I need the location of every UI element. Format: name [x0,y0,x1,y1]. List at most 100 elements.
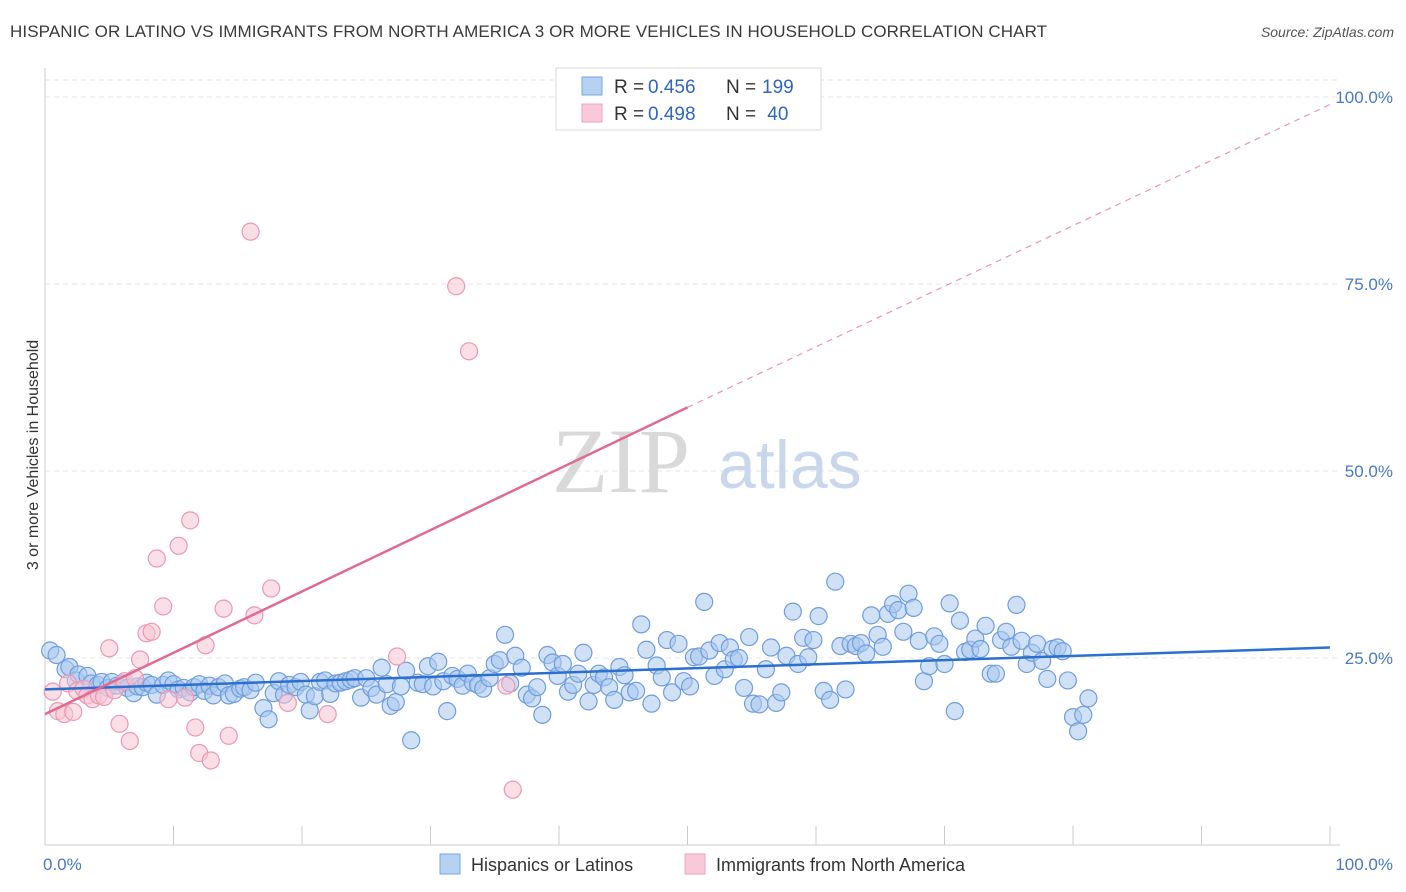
point-immigrants-37 [387,647,407,666]
x-tick-label-0: 0.0% [43,855,82,874]
bottom-legend-label-blue: Hispanics or Latinos [471,855,633,875]
point-hispanics-133 [734,678,754,698]
point-immigrants-26 [186,718,205,737]
point-immigrants-25 [181,511,200,530]
point-hispanics-115 [642,694,661,713]
point-hispanics-69 [402,731,421,750]
point-hispanics-174 [950,611,970,630]
point-hispanics-156 [857,644,876,663]
bottom-legend-swatch-blue [439,853,461,875]
point-hispanics-159 [873,637,892,656]
point-hispanics-140 [772,683,791,702]
y-tick-label-3: 100.0% [1335,88,1393,107]
legend-swatch-blue [581,76,603,96]
point-hispanics-199 [1079,689,1098,708]
point-hispanics-197 [1069,722,1088,741]
point-immigrants-4 [64,702,83,721]
axes [44,68,1340,846]
point-hispanics-191 [1038,669,1057,689]
point-hispanics-76 [438,702,457,721]
point-hispanics-185 [1007,595,1026,614]
point-hispanics-68 [396,661,416,680]
y-tick-label-0: 25.0% [1345,649,1393,668]
legend-n-label-pink: N = [726,104,761,125]
point-hispanics-162 [889,601,908,620]
point-hispanics-157 [862,606,881,625]
point-hispanics-134 [740,627,759,647]
point-immigrants-21 [154,597,173,616]
legend-r-value-blue: 0.456 [648,77,696,98]
legend-n-label-blue: N = [726,77,756,98]
point-immigrants-24 [175,688,195,707]
point-hispanics-150 [826,572,845,591]
point-hispanics-67 [391,677,411,696]
bottom-legend-label-pink: Immigrants from North America [716,855,966,875]
point-hispanics-1 [47,645,66,665]
point-immigrants-13 [110,714,129,733]
point-hispanics-142 [783,602,802,621]
point-hispanics-163 [894,622,913,641]
legend-n-value-blue: 199 [762,77,794,98]
point-immigrants-0 [43,682,62,701]
trend-line-immigrants [44,406,689,716]
point-hispanics-181 [986,664,1006,683]
chart-title: HISPANIC OR LATINO VS IMMIGRANTS FROM NO… [10,22,1048,41]
bottom-legend: Hispanics or Latinos Immigrants from Nor… [439,853,966,875]
point-immigrants-22 [159,690,178,709]
y-axis-label: 3 or more Vehicles in Household [25,340,42,570]
point-hispanics-66 [386,693,405,712]
gridlines [45,79,1340,659]
watermark: ZIP atlas [552,410,862,512]
trend-line-immigrants-extension [687,103,1331,408]
legend-r-label-pink: R = [614,104,644,125]
bottom-legend-swatch-pink [684,853,706,875]
point-hispanics-94 [533,705,552,724]
point-hispanics-122 [680,677,700,696]
point-immigrants-34 [262,579,281,598]
point-hispanics-166 [909,631,928,650]
point-immigrants-20 [147,549,166,568]
point-hispanics-147 [809,607,828,626]
trend-line-hispanics [44,646,1331,691]
point-hispanics-87 [495,625,515,644]
point-immigrants-11 [100,639,119,658]
point-hispanics-179 [976,616,995,635]
point-hispanics-152 [836,680,855,699]
point-hispanics-113 [632,615,651,634]
point-hispanics-103 [579,692,598,711]
point-hispanics-189 [1027,634,1047,653]
point-immigrants-23 [169,536,188,555]
point-immigrants-41 [503,780,522,799]
trend-lines [44,406,1331,716]
point-immigrants-35 [278,693,297,712]
point-hispanics-172 [940,594,959,613]
point-hispanics-86 [490,651,509,670]
point-immigrants-40 [497,676,516,695]
point-hispanics-146 [804,630,823,650]
point-immigrants-31 [219,726,238,745]
watermark-atlas: atlas [718,427,862,503]
y-tick-label-1: 50.0% [1345,462,1393,481]
point-hispanics-178 [971,639,990,659]
point-hispanics-170 [930,634,949,653]
tick-labels: 25.0% 50.0% 75.0% 100.0% 0.0% 100.0% [43,88,1393,874]
point-hispanics-120 [669,634,688,653]
legend-swatch-pink [581,103,603,123]
point-hispanics-90 [512,658,531,677]
legend-r-label-blue: R = [614,77,644,98]
point-immigrants-29 [201,751,220,770]
point-immigrants-15 [120,731,139,751]
point-hispanics-117 [652,668,671,687]
point-hispanics-125 [695,592,714,612]
point-hispanics-98 [553,654,572,674]
point-hispanics-93 [528,678,547,697]
point-immigrants-36 [318,704,337,724]
point-hispanics-165 [904,598,923,617]
point-hispanics-138 [761,638,781,657]
point-hispanics-173 [945,702,964,721]
y-tick-label-2: 75.0% [1345,275,1393,294]
point-hispanics-108 [605,690,624,709]
x-tick-label-1: 100.0% [1335,855,1393,874]
point-immigrants-30 [214,599,233,618]
